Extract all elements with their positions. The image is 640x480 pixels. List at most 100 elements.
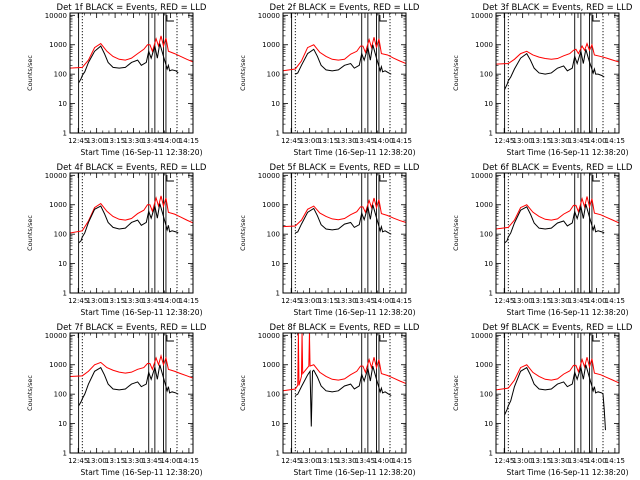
x-tick-label: 14:15: [179, 137, 199, 145]
x-tick-label: 14:00: [373, 457, 393, 465]
x-tick-label: 13:15: [318, 457, 338, 465]
x-tick-label: 14:15: [605, 137, 625, 145]
y-axis-label: Counts/sec: [452, 215, 460, 251]
y-axis-label: Counts/sec: [26, 375, 34, 411]
panel-2: Det 2f BLACK = Events, RED = LLD Counts/s…: [239, 3, 420, 157]
y-tick-label: 100: [267, 231, 280, 239]
x-tick-label: 13:00: [513, 137, 533, 145]
events-series-line: [78, 43, 179, 84]
x-tick-label: 14:15: [392, 457, 412, 465]
x-tick-label: 13:30: [549, 457, 569, 465]
x-tick-label: 13:45: [568, 457, 588, 465]
y-tick-label: 10000: [45, 172, 67, 180]
lld-series-line: [496, 196, 619, 230]
y-axis-label: Counts/sec: [239, 375, 247, 411]
x-tick-label: 13:00: [300, 457, 320, 465]
x-tick-label: 14:15: [605, 457, 625, 465]
panel-6: Det 6f BLACK = Events, RED = LLD Counts/s…: [452, 163, 633, 317]
y-tick-label: 1000: [49, 41, 67, 49]
plot-frame: [495, 332, 620, 454]
lld-series-line: [70, 35, 193, 69]
panel-4: Det 4f BLACK = Events, RED = LLD Counts/s…: [26, 163, 207, 317]
x-tick-label: 13:00: [513, 457, 533, 465]
x-tick-label: 12:45: [68, 457, 88, 465]
y-tick-label: 10000: [471, 172, 493, 180]
panel-1: Det 1f BLACK = Events, RED = LLD Counts/s…: [26, 3, 207, 157]
y-tick-label: 1: [489, 450, 493, 458]
plot-frame: [282, 12, 407, 134]
x-tick-label: 13:30: [123, 457, 143, 465]
panel-3: Det 3f BLACK = Events, RED = LLD Counts/s…: [452, 3, 633, 157]
bracket-mark: [166, 175, 174, 182]
y-tick-label: 10: [484, 420, 493, 428]
panel-title: Det 7f BLACK = Events, RED = LLD: [57, 323, 207, 333]
plot-area: [496, 173, 619, 293]
x-tick-label: 13:45: [142, 457, 162, 465]
x-tick-label: 13:30: [123, 137, 143, 145]
y-tick-label: 1000: [475, 41, 493, 49]
plot-area: [496, 333, 619, 453]
y-tick-label: 10000: [258, 12, 280, 20]
x-tick-label: 13:15: [105, 297, 125, 305]
y-tick-label: 10000: [258, 332, 280, 340]
events-series-line: [295, 204, 392, 235]
bracket-mark: [379, 335, 387, 342]
y-tick-label: 1000: [475, 361, 493, 369]
x-tick-label: 12:45: [68, 297, 88, 305]
bracket-mark: [166, 15, 174, 22]
x-tick-label: 12:45: [494, 137, 514, 145]
bracket-mark: [592, 15, 600, 22]
y-tick-label: 100: [480, 391, 493, 399]
x-tick-label: 14:15: [392, 297, 412, 305]
panel-title: Det 4f BLACK = Events, RED = LLD: [57, 163, 207, 173]
y-axis-label: Counts/sec: [239, 55, 247, 91]
plot-area: [70, 173, 193, 293]
x-tick-label: 14:00: [586, 457, 606, 465]
x-axis-label: Start Time (16-Sep-11 12:38:20): [81, 148, 203, 157]
x-tick-label: 12:45: [281, 137, 301, 145]
plot-frame: [282, 332, 407, 454]
panel-5: Det 5f BLACK = Events, RED = LLD Counts/s…: [239, 163, 420, 317]
y-tick-label: 10000: [471, 332, 493, 340]
y-tick-label: 100: [54, 391, 67, 399]
y-tick-label: 1000: [262, 361, 280, 369]
plot-frame: [69, 12, 194, 134]
x-tick-label: 13:15: [531, 137, 551, 145]
panel-title: Det 3f BLACK = Events, RED = LLD: [483, 3, 633, 13]
y-axis-label: Counts/sec: [452, 375, 460, 411]
plot-frame: [69, 332, 194, 454]
bracket-mark: [592, 175, 600, 182]
panel-title: Det 2f BLACK = Events, RED = LLD: [270, 3, 420, 13]
x-tick-label: 12:45: [494, 297, 514, 305]
plot-frame: [495, 12, 620, 134]
y-tick-label: 1: [489, 130, 493, 138]
x-tick-label: 13:00: [87, 137, 107, 145]
y-tick-label: 1000: [262, 201, 280, 209]
events-series-line: [78, 203, 179, 244]
x-axis-label: Start Time (16-Sep-11 12:38:20): [507, 468, 629, 477]
x-tick-label: 13:30: [336, 137, 356, 145]
x-axis-label: Start Time (16-Sep-11 12:38:20): [507, 308, 629, 317]
x-tick-label: 13:45: [142, 137, 162, 145]
panel-title: Det 6f BLACK = Events, RED = LLD: [483, 163, 633, 173]
panel-title: Det 9f BLACK = Events, RED = LLD: [483, 323, 633, 333]
plot-area: [496, 13, 619, 133]
y-axis-label: Counts/sec: [26, 215, 34, 251]
lld-series-line: [283, 37, 406, 72]
lld-series-line: [70, 354, 193, 379]
x-tick-label: 14:00: [586, 297, 606, 305]
x-axis-label: Start Time (16-Sep-11 12:38:20): [294, 148, 416, 157]
x-tick-label: 13:00: [300, 137, 320, 145]
y-tick-label: 100: [267, 391, 280, 399]
y-tick-label: 10: [484, 100, 493, 108]
x-tick-label: 14:15: [179, 297, 199, 305]
panel-title: Det 8f BLACK = Events, RED = LLD: [270, 323, 420, 333]
x-tick-label: 12:45: [68, 137, 88, 145]
x-axis-label: Start Time (16-Sep-11 12:38:20): [507, 148, 629, 157]
x-tick-label: 14:15: [179, 457, 199, 465]
x-tick-label: 14:15: [605, 297, 625, 305]
x-tick-label: 13:15: [318, 297, 338, 305]
plot-area: [70, 13, 193, 133]
y-tick-label: 1: [63, 130, 67, 138]
